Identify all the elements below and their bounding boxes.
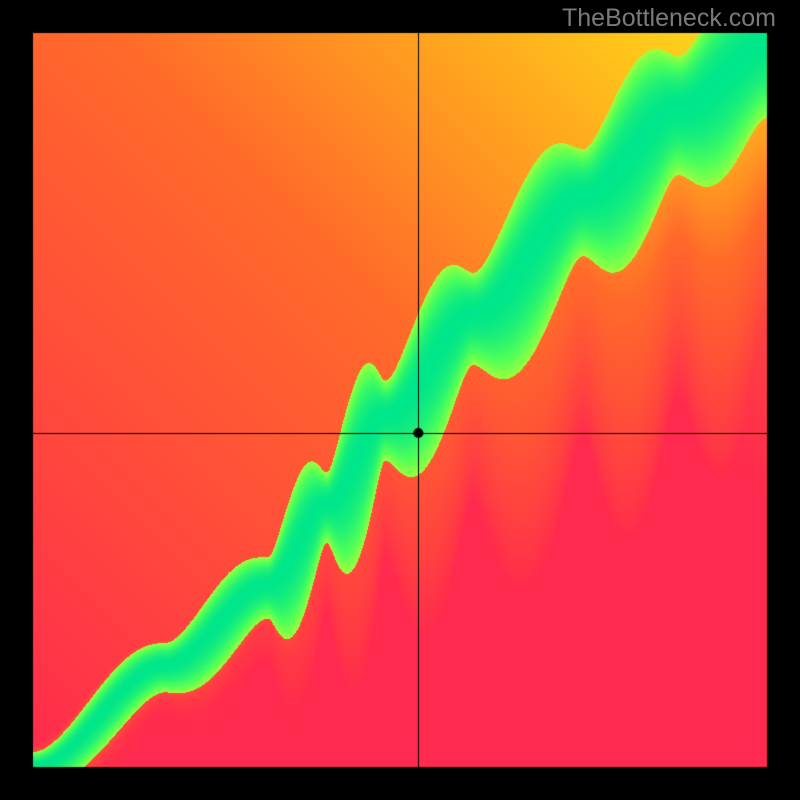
chart-container: TheBottleneck.com	[0, 0, 800, 800]
watermark-text: TheBottleneck.com	[562, 4, 776, 33]
heatmap-canvas	[0, 0, 800, 800]
